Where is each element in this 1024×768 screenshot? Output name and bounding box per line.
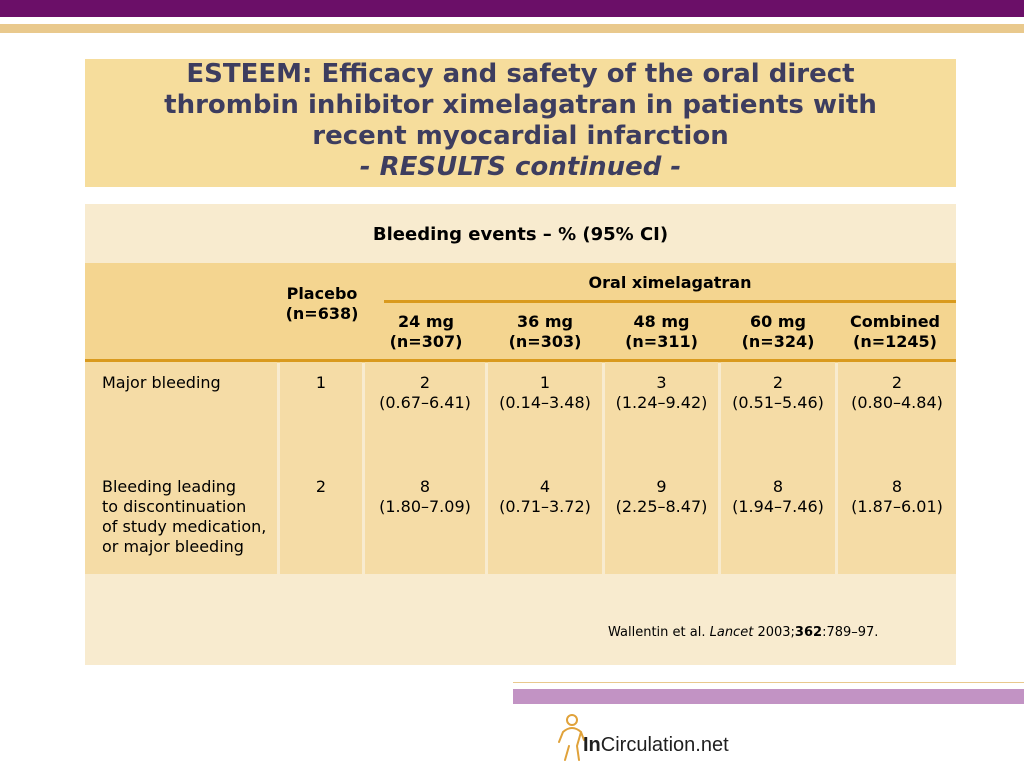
group-header-rule <box>384 300 956 303</box>
title-line-1: ESTEEM: Efficacy and safety of the oral … <box>186 59 855 89</box>
incirculation-logo: InCirculation.net <box>555 712 755 764</box>
title-line-2: thrombin inhibitor ximelagatran in patie… <box>164 90 877 120</box>
top-gold-bar <box>0 24 1024 33</box>
dose-column-48mg <box>605 362 718 574</box>
row-label-bleeding-discontinuation: Bleeding leading to discontinuation of s… <box>102 477 267 556</box>
slide-title-box: ESTEEM: Efficacy and safety of the oral … <box>85 59 956 187</box>
table-caption: Bleeding events – % (95% CI) <box>372 224 669 245</box>
cell-24mg-r2: 8 (1.80–7.09) <box>379 477 471 516</box>
dose-column-36mg <box>488 362 602 574</box>
citation-volume: 362 <box>794 625 823 640</box>
cell-placebo-r1: 1 <box>315 373 327 392</box>
dose-header-36mg: 36 mg (n=303) <box>508 312 582 351</box>
dose-header-24mg: 24 mg (n=307) <box>389 312 463 351</box>
citation-journal: Lancet <box>709 625 754 640</box>
dose-header-60mg: 60 mg (n=324) <box>741 312 815 351</box>
cell-placebo-r2: 2 <box>315 477 327 496</box>
cell-48mg-r1: 3 (1.24–9.42) <box>615 373 708 412</box>
citation: Wallentin et al. Lancet 2003;362:789–97. <box>608 625 878 640</box>
citation-pages: :789–97. <box>822 625 879 640</box>
placebo-column <box>280 362 362 574</box>
cell-36mg-r2: 4 (0.71–3.72) <box>499 477 591 516</box>
results-table: Bleeding events – % (95% CI) Placebo (n=… <box>85 204 956 665</box>
label-column <box>85 362 277 574</box>
row-label-major-bleeding: Major bleeding <box>102 373 221 392</box>
logo-wordmark-bold: In <box>583 734 601 756</box>
cell-24mg-r1: 2 (0.67–6.41) <box>379 373 471 412</box>
footer-purple-bar <box>513 689 1024 704</box>
dose-column-24mg <box>365 362 485 574</box>
cell-60mg-r2: 8 (1.94–7.46) <box>732 477 824 516</box>
cell-combined-r1: 2 (0.80–4.84) <box>851 373 943 412</box>
logo-wordmark: InCirculation.net <box>583 734 729 757</box>
dose-column-60mg <box>721 362 835 574</box>
dose-column-combined <box>838 362 956 574</box>
ximelagatran-group-header: Oral ximelagatran <box>588 273 752 292</box>
person-figure-icon <box>558 714 585 761</box>
dose-header-combined: Combined (n=1245) <box>849 312 941 351</box>
table-header-band <box>85 263 956 363</box>
cell-36mg-r1: 1 (0.14–3.48) <box>499 373 591 412</box>
cell-combined-r2: 8 (1.87–6.01) <box>851 477 943 516</box>
logo-wordmark-rest: Circulation.net <box>600 734 729 756</box>
footer-gold-line <box>513 682 1024 683</box>
slide-subtitle: - RESULTS continued - <box>359 152 682 182</box>
placebo-header: Placebo (n=638) <box>285 284 359 323</box>
top-purple-bar <box>0 0 1024 17</box>
header-bottom-rule <box>85 359 956 362</box>
citation-authors: Wallentin et al. <box>608 625 706 640</box>
dose-header-48mg: 48 mg (n=311) <box>625 312 698 351</box>
citation-year: 2003; <box>757 625 795 640</box>
cell-48mg-r2: 9 (2.25–8.47) <box>615 477 708 516</box>
title-line-3: recent myocardial infarction <box>312 121 729 151</box>
cell-60mg-r1: 2 (0.51–5.46) <box>732 373 824 412</box>
